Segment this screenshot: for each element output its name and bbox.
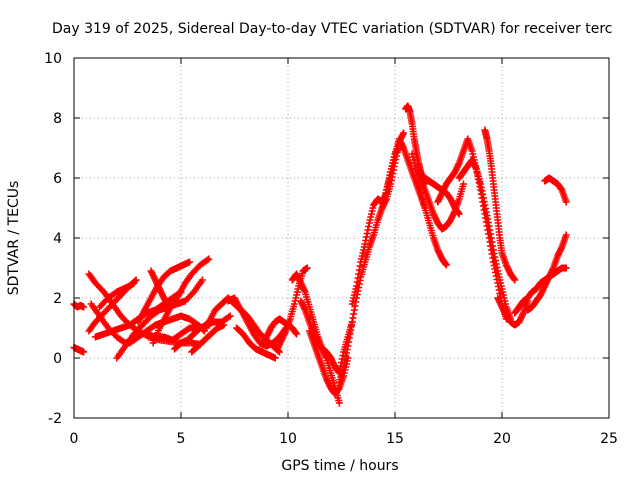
series-arc-10	[134, 258, 194, 326]
data-point	[455, 210, 463, 218]
y-tick-label: 8	[53, 111, 62, 127]
data-point	[80, 348, 88, 356]
data-point	[198, 276, 206, 284]
data-point	[562, 231, 570, 239]
y-tick-label: -2	[48, 411, 62, 427]
series-arc-23	[305, 327, 352, 398]
data-point	[130, 279, 138, 287]
series-arc-12	[149, 255, 213, 347]
data-point	[303, 264, 311, 272]
data-point	[442, 261, 450, 269]
x-tick-label: 0	[70, 431, 79, 447]
data-point	[164, 300, 172, 308]
data-point	[335, 399, 343, 407]
y-tick-label: 10	[44, 51, 62, 67]
data-point	[511, 276, 519, 284]
data-point	[186, 258, 194, 266]
data-point	[562, 198, 570, 206]
y-tick-label: 2	[53, 291, 62, 307]
x-tick-label: 15	[386, 431, 404, 447]
data-point	[203, 256, 211, 264]
y-tick-label: 0	[53, 351, 62, 367]
series-arc-2	[70, 344, 88, 356]
axis-ticks: 0 5 10 15 20 25 -2 0 2 4 6 8 10	[44, 51, 618, 447]
series-arc-29	[417, 174, 467, 233]
y-tick-label: 6	[53, 171, 62, 187]
data-points	[70, 102, 570, 407]
x-tick-label: 5	[177, 431, 186, 447]
series-arc-13	[147, 267, 172, 308]
series-arc-19	[258, 315, 301, 350]
x-tick-label: 10	[279, 431, 297, 447]
data-point	[271, 354, 279, 362]
series-arc-15	[188, 321, 228, 356]
series-arc-36	[524, 231, 570, 314]
series-arc-7	[96, 279, 138, 311]
series-arc-33	[481, 126, 519, 284]
series-arc-26	[378, 135, 429, 212]
series-arc-9	[126, 312, 209, 347]
series-arc-18	[233, 324, 279, 362]
data-point	[205, 255, 213, 263]
x-axis-label: GPS time / hours	[281, 458, 398, 474]
y-axis-label: SDTVAR / TECUs	[6, 181, 22, 296]
data-point	[562, 264, 570, 272]
series-arc-37	[541, 174, 570, 206]
data-point	[400, 129, 408, 137]
y-tick-label: 4	[53, 231, 62, 247]
chart-title: Day 319 of 2025, Sidereal Day-to-day VTE…	[52, 21, 612, 37]
data-point	[220, 321, 228, 329]
data-point	[293, 330, 301, 338]
x-tick-label: 25	[600, 431, 618, 447]
data-point	[225, 313, 233, 321]
data-point	[226, 312, 234, 320]
data-point	[80, 303, 88, 311]
data-point	[459, 180, 467, 188]
x-tick-label: 20	[493, 431, 511, 447]
series-arc-21	[288, 270, 343, 407]
